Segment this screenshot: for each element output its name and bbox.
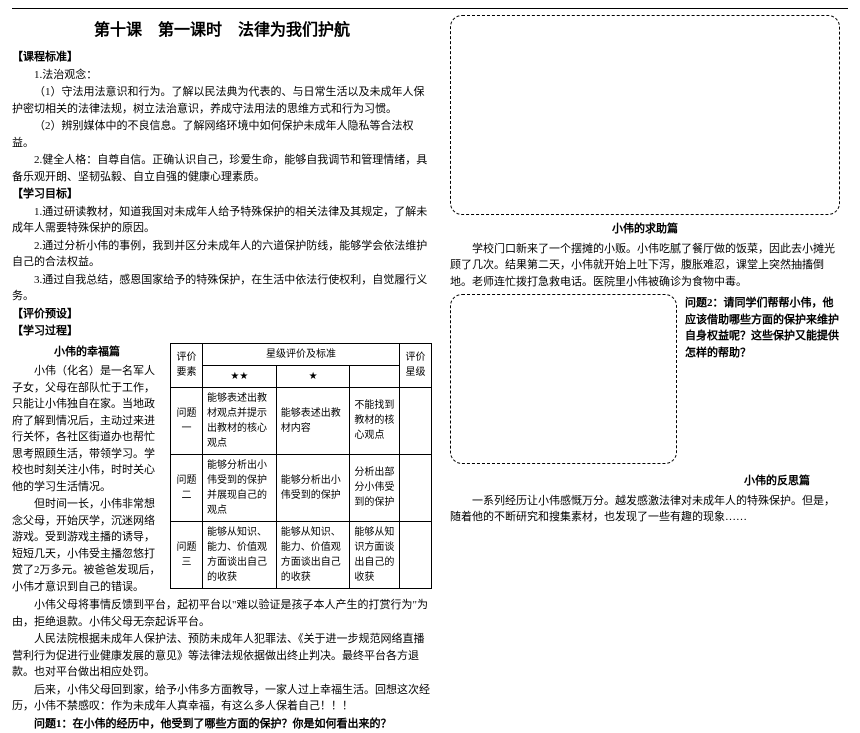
happy-text: 小伟的幸福篇 小伟（化名）是一名军人子女，父母在部队忙于工作，只能让小伟独自在家… [12, 341, 162, 597]
std-1: 1.法治观念： [12, 67, 432, 84]
r2-score [400, 454, 432, 521]
answer-box-1 [450, 15, 840, 215]
r3-c: 能够从知识方面谈出自己的收获 [350, 521, 400, 588]
r1-b: 能够表述出教材内容 [276, 387, 350, 454]
r3-score [400, 521, 432, 588]
r2-h: 问题二 [171, 454, 203, 521]
r2-a: 能够分析出小伟受到的保护并展现自己的观点 [203, 454, 277, 521]
std-2: 2.健全人格：自尊自信。正确认识自己，珍爱生命，能够自我调节和管理情绪，具备乐观… [12, 152, 432, 185]
top-rule [12, 8, 848, 9]
r2-c: 分析出部分小伟受到的保护 [350, 454, 400, 521]
help-row: 问题2：请同学们帮帮小伟，他应该借助哪些方面的保护来维护自身权益呢？这些保护又能… [450, 294, 840, 470]
rubric-header-row: 评价要素 星级评价及标准 评价星级 [171, 343, 432, 365]
r2-b: 能够分析出小伟受到的保护 [276, 454, 350, 521]
sub-reflect: 小伟的反思篇 [450, 473, 810, 490]
right-column: 小伟的求助篇 学校门口新来了一个摆摊的小贩。小伟吃腻了餐厅做的饭菜，因此去小摊光… [450, 15, 840, 733]
goal-2: 2.通过分析小伟的事例，我到并区分未成年人的六道保护防线，能够学会依法维护自己的… [12, 238, 432, 271]
rubric-h-level: 评价星级 [400, 343, 432, 387]
rubric-star-row: ★★ ★ [171, 365, 432, 387]
rubric-wrap: 评价要素 星级评价及标准 评价星级 ★★ ★ 问题一 能够表述出教材观点并提示出… [170, 341, 432, 597]
r1-h: 问题一 [171, 387, 203, 454]
q2-wrap: 问题2：请同学们帮帮小伟，他应该借助哪些方面的保护来维护自身权益呢？这些保护又能… [685, 294, 840, 470]
help-p1: 学校门口新来了一个摆摊的小贩。小伟吃腻了餐厅做的饭菜，因此去小摊光顾了几次。结果… [450, 241, 840, 291]
r1-score [400, 387, 432, 454]
left-column: 第十课 第一课时 法律为我们护航 【课程标准】 1.法治观念： （1）守法用法意… [12, 15, 432, 733]
goal-3: 3.通过自我总结，感恩国家给予的特殊保护，在生活中依法行使权利，自觉履行义务。 [12, 272, 432, 305]
section-process: 【学习过程】 [12, 323, 432, 340]
lesson-title: 第十课 第一课时 法律为我们护航 [12, 19, 432, 43]
answer-box-2 [450, 294, 677, 464]
rubric-h-element: 评价要素 [171, 343, 203, 387]
r1-c: 不能找到教材的核心观点 [350, 387, 400, 454]
answer-box-2-wrap [450, 294, 677, 470]
question-1: 问题1：在小伟的经历中，他受到了哪些方面的保护？你是如何看出来的？ [12, 716, 432, 733]
rubric-table: 评价要素 星级评价及标准 评价星级 ★★ ★ 问题一 能够表述出教材观点并提示出… [170, 343, 432, 589]
r3-h: 问题三 [171, 521, 203, 588]
rubric-h-stars: 星级评价及标准 [203, 343, 400, 365]
star-1: ★ [276, 365, 350, 387]
std-1a: （1）守法用法意识和行为。了解以民法典为代表的、与日常生活以及未成年人保护密切相… [12, 84, 432, 117]
section-standard: 【课程标准】 [12, 49, 432, 66]
sub-help: 小伟的求助篇 [450, 221, 840, 238]
star-2: ★★ [203, 365, 277, 387]
reflect-p: 一系列经历让小伟感慨万分。越发感激法律对未成年人的特殊保护。但是，随着他的不断研… [450, 493, 840, 526]
question-2: 问题2：请同学们帮帮小伟，他应该借助哪些方面的保护来维护自身权益呢？这些保护又能… [685, 295, 840, 361]
r3-a: 能够从知识、能力、价值观方面谈出自己的收获 [203, 521, 277, 588]
sub-happy: 小伟的幸福篇 [12, 344, 162, 361]
p5: 后来，小伟父母回到家，给予小伟多方面教导，一家人过上幸福生活。回想这次经历，小伟… [12, 682, 432, 715]
star-blank [350, 365, 400, 387]
r3-b: 能够从知识、能力、价值观方面谈出自己的收获 [276, 521, 350, 588]
std-1b: （2）辨别媒体中的不良信息。了解网络环境中如何保护未成年人隐私等合法权益。 [12, 118, 432, 151]
rubric-row-1: 问题一 能够表述出教材观点并提示出教材的核心观点 能够表述出教材内容 不能找到教… [171, 387, 432, 454]
happy-row: 小伟的幸福篇 小伟（化名）是一名军人子女，父母在部队忙于工作，只能让小伟独自在家… [12, 341, 432, 597]
p3: 小伟父母将事情反馈到平台，起初平台以"难以验证是孩子本人产生的打赏行为"为由，拒… [12, 597, 432, 630]
section-goal: 【学习目标】 [12, 186, 432, 203]
section-eval: 【评价预设】 [12, 306, 432, 323]
page-columns: 第十课 第一课时 法律为我们护航 【课程标准】 1.法治观念： （1）守法用法意… [12, 15, 848, 733]
p1: 小伟（化名）是一名军人子女，父母在部队忙于工作，只能让小伟独自在家。当地政府了解… [12, 363, 162, 495]
p4: 人民法院根据未成年人保护法、预防未成年人犯罪法、《关于进一步规范网络直播营利行为… [12, 631, 432, 681]
rubric-row-3: 问题三 能够从知识、能力、价值观方面谈出自己的收获 能够从知识、能力、价值观方面… [171, 521, 432, 588]
goal-1: 1.通过研读教材，知道我国对未成年人给予特殊保护的相关法律及其规定，了解未成年人… [12, 204, 432, 237]
rubric-row-2: 问题二 能够分析出小伟受到的保护并展现自己的观点 能够分析出小伟受到的保护 分析… [171, 454, 432, 521]
r1-a: 能够表述出教材观点并提示出教材的核心观点 [203, 387, 277, 454]
p2: 但时间一长，小伟非常想念父母，开始厌学，沉迷网络游戏。受到游戏主播的诱导，短短几… [12, 496, 162, 595]
